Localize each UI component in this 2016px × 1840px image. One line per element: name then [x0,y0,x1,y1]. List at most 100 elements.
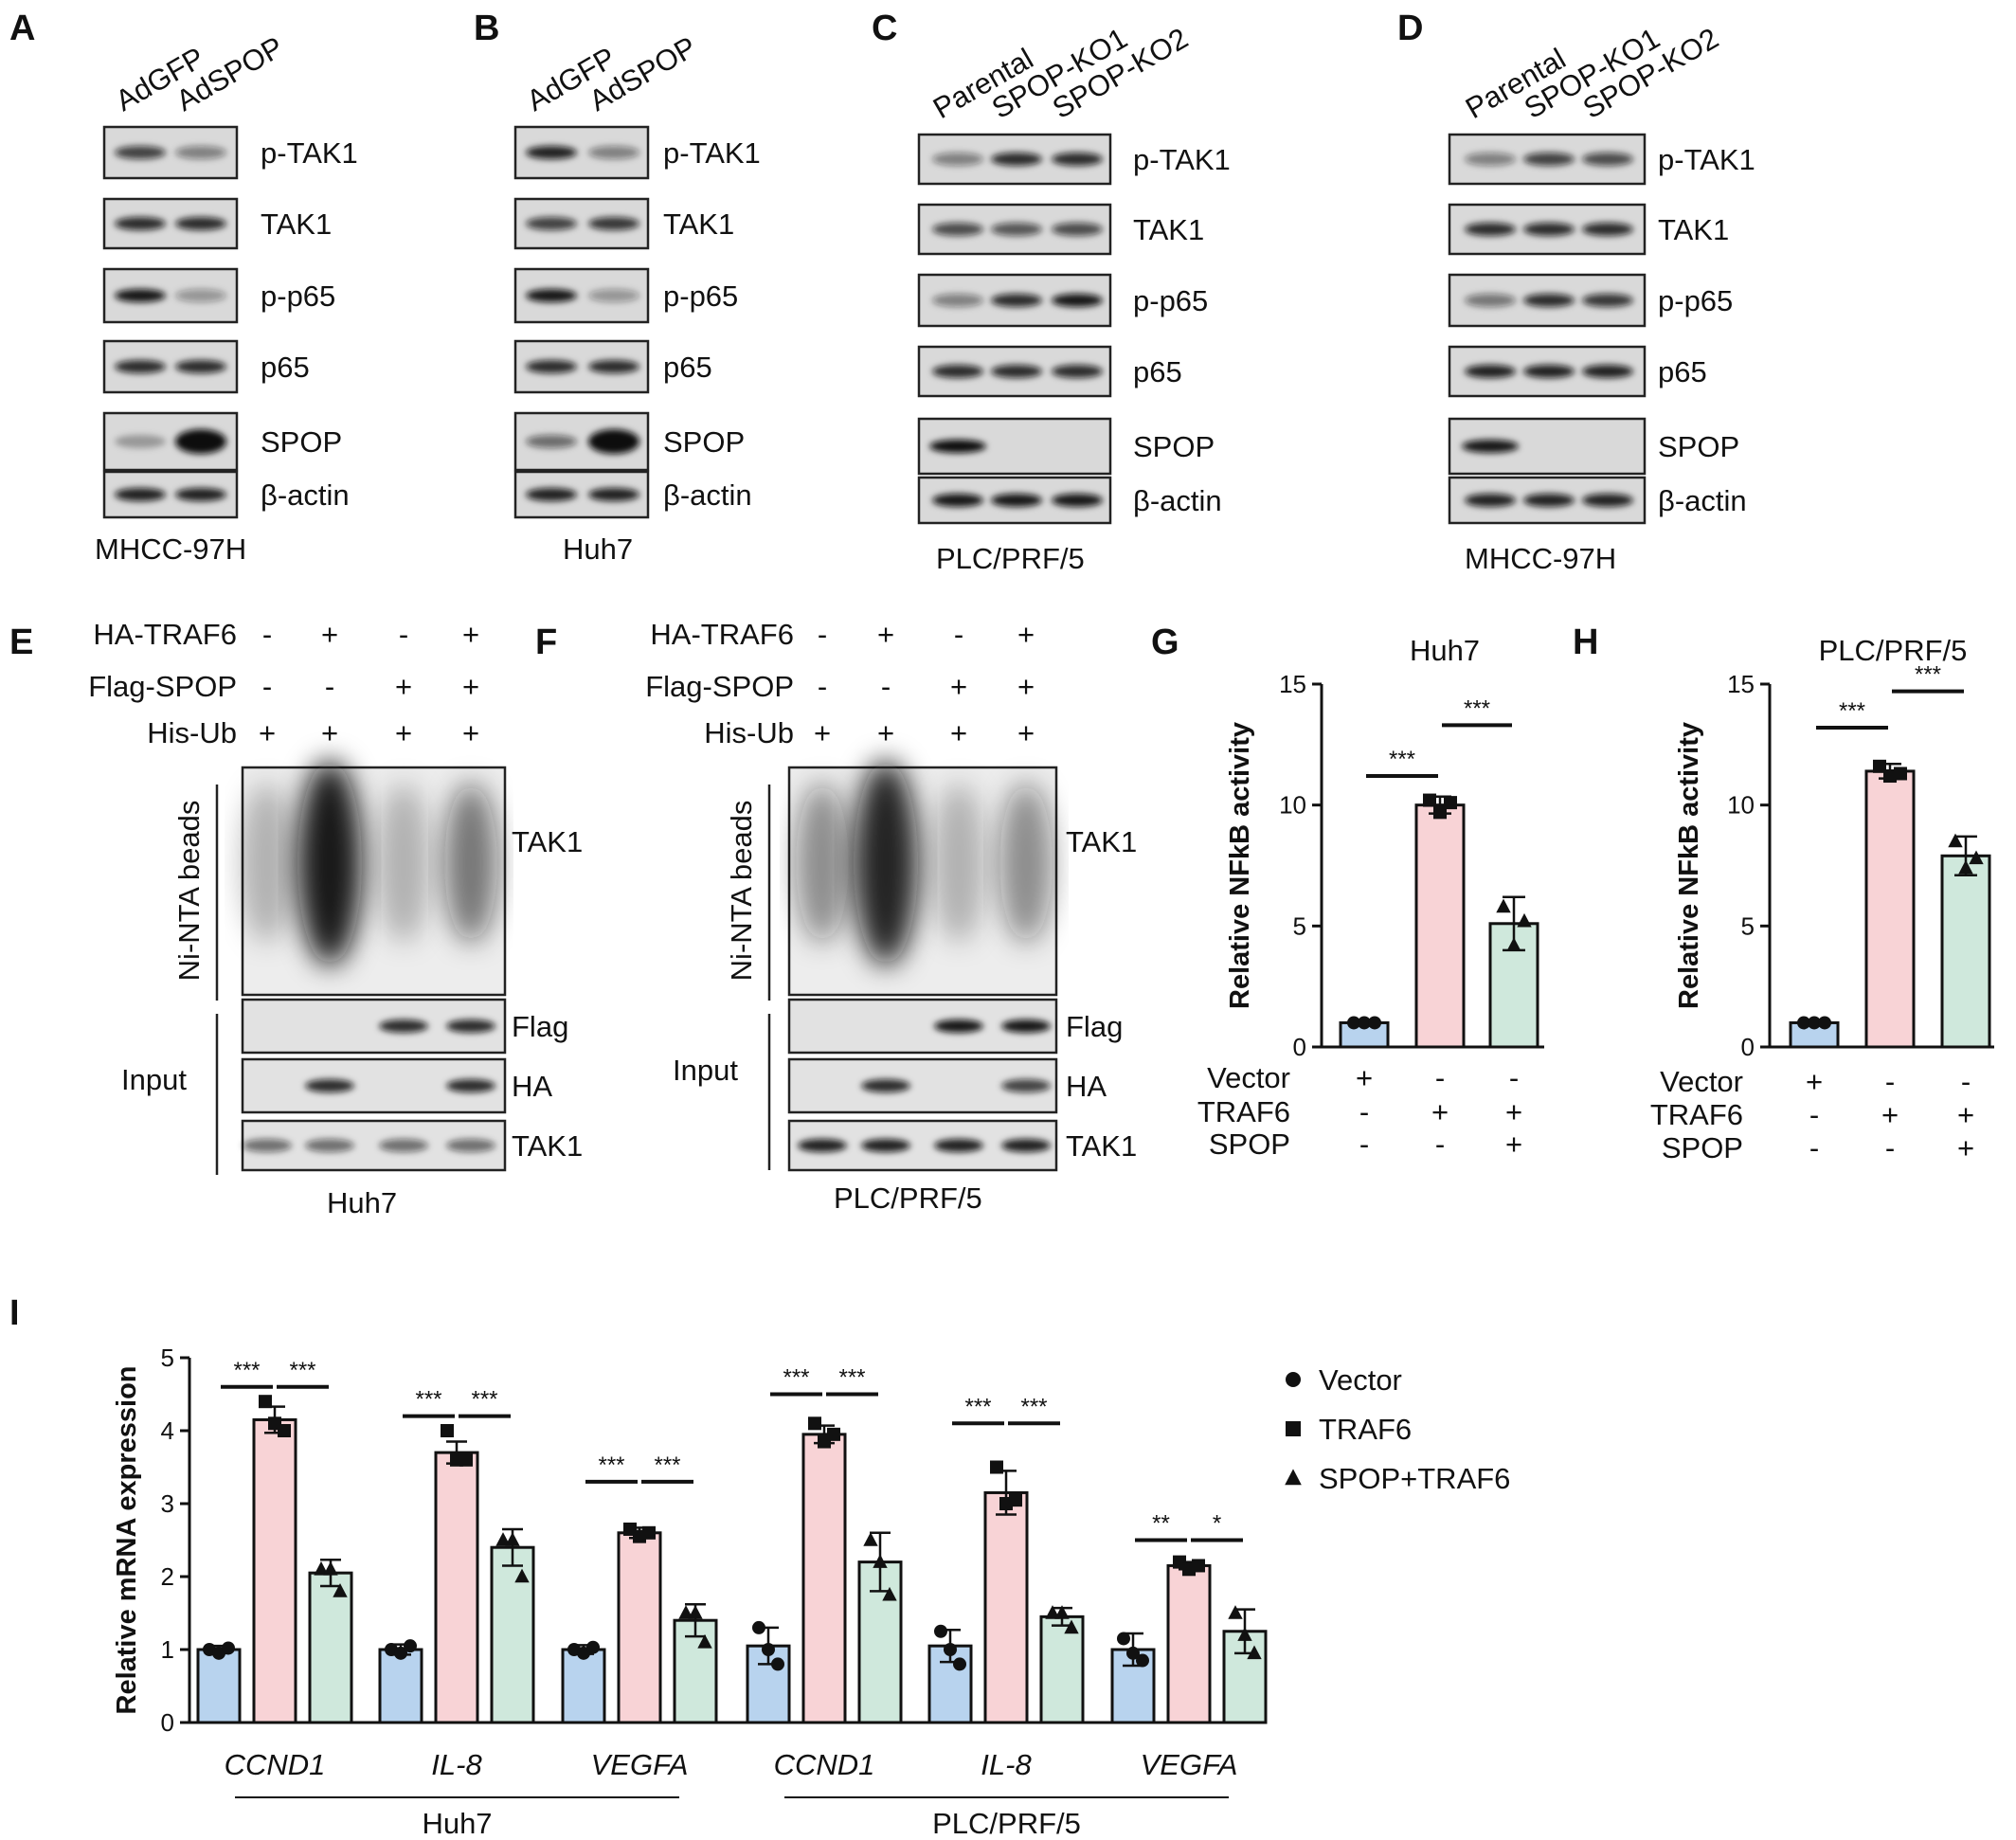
blot-band [588,289,639,302]
pulldown-blot-label: TAK1 [1066,825,1137,858]
group-label: PLC/PRF/5 [932,1807,1081,1840]
input-blot-label: HA [512,1070,552,1103]
category-label: CCND1 [225,1748,326,1781]
data-point-square [642,1525,656,1540]
input-label: Input [673,1054,738,1087]
blot-band [934,1019,983,1033]
blot-label: p-p65 [663,280,738,313]
bar [434,1451,479,1724]
data-point-circle [752,1620,765,1634]
blot-band [379,1139,428,1152]
input-blot-label: Flag [512,1010,568,1043]
bar [490,1545,535,1724]
blot-band [115,217,166,230]
data-point-circle [1808,1016,1821,1030]
significance-label: *** [1839,698,1865,724]
blot-band [305,1079,354,1092]
condition-sign: - [262,618,272,651]
chart-title: Huh7 [1410,634,1480,667]
cell-line-label: Huh7 [563,532,633,566]
panel-label-g: G [1151,622,1179,662]
data-point-circle [1117,1632,1130,1646]
y-axis-label: Relative NFkB activity [1674,722,1704,1009]
blot-band [1462,440,1519,453]
condition-label: Vector [1660,1065,1743,1098]
pulldown-label: Ni-NTA beads [725,801,758,982]
cell-line-label: Huh7 [327,1186,397,1219]
blot-band [526,217,577,230]
condition-sign: - [262,670,272,703]
blot-band [1523,223,1575,236]
data-point-triangle [1969,850,1984,865]
bar [983,1490,1029,1724]
data-point-triangle [514,1568,530,1583]
data-point-square [259,1395,272,1409]
data-point-triangle [678,1605,693,1619]
blot-band [861,1079,910,1092]
blot-label: SPOP [663,425,745,459]
blot-band [991,294,1042,307]
blot-label: p-TAK1 [663,136,761,170]
condition-sign: + [1957,1098,1974,1131]
condition-sign: + [1881,1098,1899,1131]
blot-band [1001,1079,1051,1092]
blot-band [1582,494,1633,507]
y-tick-label: 0 [161,1708,174,1737]
blot-band [1523,494,1575,507]
condition-sign: + [1017,618,1035,651]
category-label: VEGFA [1141,1748,1238,1781]
category-label: CCND1 [774,1748,875,1781]
data-point-square [1286,1421,1301,1436]
blot-label: p-TAK1 [261,136,358,170]
bar [378,1648,423,1724]
blot-band [379,1019,428,1033]
blot-band [1582,365,1633,378]
panel-label-e: E [9,622,33,662]
bar [196,1648,242,1724]
blot-band [588,488,639,501]
condition-sign: + [814,716,831,749]
data-point-circle [222,1641,235,1655]
panel-label-a: A [9,9,35,48]
blot-band [175,429,226,454]
condition-sign: + [395,716,412,749]
blot-band [305,1139,354,1152]
blot-band [1582,223,1633,236]
panel-label-d: D [1397,9,1423,48]
panel-label-f: F [535,622,557,662]
data-point-triangle [323,1560,338,1576]
input-blot-label: TAK1 [1066,1129,1137,1163]
data-point-square [441,1424,454,1437]
data-point-square [1873,759,1886,773]
data-point-square [1433,805,1447,820]
data-point-triangle [688,1605,703,1619]
cell-line-label: PLC/PRF/5 [936,542,1085,575]
blot-label: β-actin [663,478,752,512]
mrna-bar-chart: I Relative mRNA expression 0 1 2 3 4 5 CCND1 IL-8… [9,1293,1510,1840]
blot-band [115,435,166,448]
category-label: IL-8 [431,1748,482,1781]
blot-band [1523,294,1575,307]
data-point-triangle [1496,898,1511,913]
blot-band [175,360,226,373]
condition-sign: - [325,670,334,703]
data-point-triangle [697,1633,712,1649]
blot-band [991,153,1042,166]
blot-band [798,1139,847,1152]
blot-band [934,1139,983,1152]
data-point-circle [771,1657,784,1671]
blot-label: TAK1 [663,207,734,241]
blot-band [1052,365,1103,378]
blot-band [1465,365,1516,378]
data-point-circle [577,1646,590,1660]
bar [801,1433,847,1724]
data-point-circle [586,1640,600,1654]
condition-label: His-Ub [147,716,237,749]
data-point-circle [1136,1653,1149,1668]
significance-label: *** [598,1452,624,1478]
condition-sign: + [877,618,894,651]
bar [1864,769,1916,1049]
data-point-triangle [333,1583,348,1597]
blot-label: p-TAK1 [1133,143,1231,176]
condition-label: HA-TRAF6 [650,618,794,651]
